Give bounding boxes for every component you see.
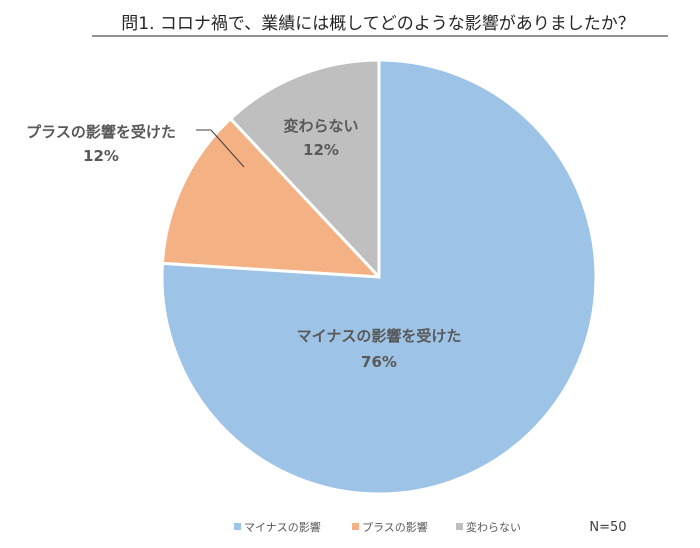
slice-value-label-1: 12% xyxy=(303,141,339,159)
pie-slice-3 xyxy=(160,58,598,496)
leader-line-diagonal xyxy=(210,129,245,168)
sample-size-note: N=50 xyxy=(589,520,626,535)
legend: マイナスの影響 プラスの影響 変わらない xyxy=(234,520,521,534)
pie-slice-1 xyxy=(228,58,381,281)
legend-label-2: プラスの影響 xyxy=(362,520,428,534)
legend-swatch-1 xyxy=(234,523,241,530)
legend-swatch-3 xyxy=(456,523,463,530)
slice-value-label-3: 76% xyxy=(361,353,397,371)
legend-label-3: 変わらない xyxy=(466,520,521,534)
slice-value-label-2: 12% xyxy=(83,147,119,165)
chart-title: 問1. コロナ禍で、業績には概してどのような影響がありましたか？ xyxy=(121,14,634,34)
slice-label-1: 変わらない xyxy=(283,117,358,135)
slice-label-3: マイナスの影響を受けた xyxy=(297,327,462,345)
slice-labels: 変わらない 12% プラスの影響を受けた 12% マイナスの影響を受けた 76% xyxy=(26,117,461,371)
pie-slice-2 xyxy=(160,116,383,279)
legend-swatch-2 xyxy=(352,523,359,530)
slice-label-2: プラスの影響を受けた xyxy=(26,123,176,141)
legend-label-1: マイナスの影響 xyxy=(244,520,321,534)
pie-slices xyxy=(160,58,598,496)
